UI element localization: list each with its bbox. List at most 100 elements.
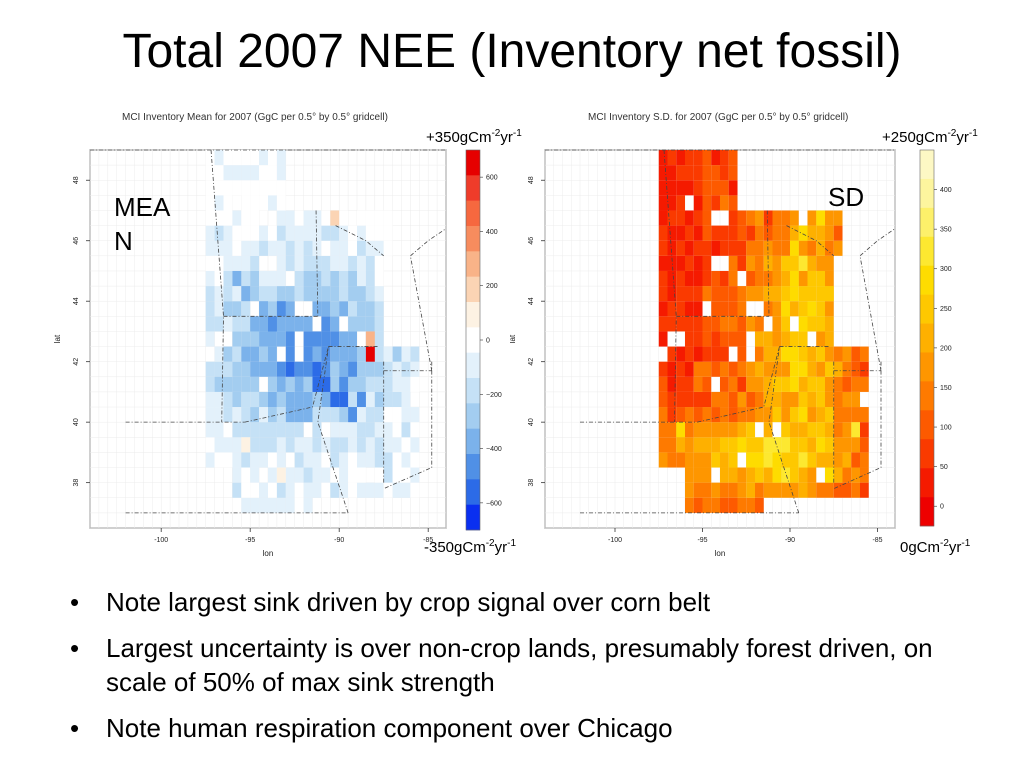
sd-field-cell bbox=[807, 437, 817, 453]
mean-field-cell bbox=[330, 422, 340, 438]
sd-field-cell bbox=[746, 482, 755, 498]
mean-field-cell bbox=[259, 165, 268, 181]
sd-field-cell bbox=[728, 407, 738, 423]
sd-field-cell bbox=[833, 452, 843, 468]
sd-field-cell bbox=[676, 316, 685, 332]
mean-field-cell bbox=[294, 407, 304, 423]
sd-field-cell bbox=[728, 391, 738, 408]
mean-field-cell bbox=[330, 346, 340, 362]
sd-field-cell bbox=[658, 240, 668, 256]
sd-field-cell bbox=[816, 316, 825, 332]
sd-field-cell bbox=[720, 391, 729, 408]
bullet-item: Note human respiration component over Ch… bbox=[70, 711, 1000, 745]
mean-field-cell bbox=[374, 331, 384, 347]
sd-field-cell bbox=[772, 270, 782, 287]
mean-field-cell bbox=[232, 497, 242, 513]
sd-field-cell bbox=[737, 407, 747, 423]
mean-field-cell bbox=[268, 497, 277, 513]
sd-y-tick-label: 38 bbox=[528, 479, 535, 487]
mean-field-cell bbox=[365, 301, 375, 317]
mean-field-cell bbox=[303, 407, 313, 423]
sd-field-cell bbox=[702, 225, 712, 241]
mean-field-cell bbox=[241, 361, 251, 377]
mean-field-cell bbox=[268, 286, 277, 302]
sd-field-cell bbox=[842, 361, 852, 377]
mean-field-cell bbox=[285, 301, 295, 317]
mean-field-cell bbox=[392, 376, 402, 392]
mean-field-cell bbox=[223, 452, 233, 468]
sd-field-cell bbox=[737, 286, 747, 302]
sd-field-cell bbox=[825, 331, 834, 347]
mean-field-cell bbox=[205, 165, 215, 181]
sd-field-cell bbox=[781, 346, 790, 362]
sd-field-cell bbox=[667, 286, 677, 302]
mean-colorbar-swatch bbox=[466, 276, 480, 303]
sd-field-cell bbox=[790, 286, 799, 302]
sd-field-cell bbox=[720, 150, 729, 166]
mean-field-cell bbox=[205, 452, 215, 468]
slide-title: Total 2007 NEE (Inventory net fossil) bbox=[122, 25, 902, 78]
sd-field-cell bbox=[851, 407, 860, 423]
mean-field-cell bbox=[348, 225, 357, 241]
mean-data-cell bbox=[259, 301, 268, 317]
sd-field-cell bbox=[685, 497, 694, 513]
sd-field-cell bbox=[833, 210, 843, 226]
mean-field-cell bbox=[268, 195, 277, 211]
mean-field-cell bbox=[392, 467, 402, 483]
sd-field-cell bbox=[685, 346, 694, 362]
sd-field-cell bbox=[860, 437, 869, 453]
mean-field-cell bbox=[321, 286, 331, 302]
mean-x-tick-label: -90 bbox=[334, 537, 344, 544]
sd-x-tick-label: -95 bbox=[697, 537, 707, 544]
sd-field-cell bbox=[702, 452, 712, 468]
mean-field-cell bbox=[303, 316, 313, 332]
mean-data-cells bbox=[214, 210, 375, 483]
mean-field-cell bbox=[348, 422, 357, 438]
mean-field-cell bbox=[294, 422, 304, 438]
sd-field-cell bbox=[711, 150, 720, 166]
mean-field-cell bbox=[410, 376, 420, 392]
sd-field-cell bbox=[667, 165, 677, 181]
sd-y-tick-label: 48 bbox=[528, 176, 535, 184]
sd-field-cell bbox=[693, 210, 703, 226]
sd-field-cell bbox=[807, 286, 817, 302]
mean-field-cell bbox=[205, 195, 215, 211]
sd-colorbar-swatch bbox=[920, 178, 934, 209]
sd-data-cell bbox=[676, 422, 685, 438]
mean-field-cell bbox=[250, 452, 260, 468]
mean-field-cell bbox=[250, 286, 260, 302]
mean-field-cell bbox=[268, 482, 277, 498]
sd-field-cell bbox=[702, 240, 712, 256]
sd-scale-top-label: +250gCm-2yr-1 bbox=[882, 128, 978, 146]
sd-field-cell bbox=[842, 437, 852, 453]
mean-data-cell bbox=[276, 467, 286, 483]
sd-field-cell bbox=[798, 437, 808, 453]
mean-data-cell bbox=[276, 301, 286, 317]
mean-field-cell bbox=[214, 210, 224, 226]
mean-field-cell bbox=[410, 452, 420, 468]
mean-colorbar-swatch bbox=[466, 251, 480, 277]
sd-field-cell bbox=[702, 195, 712, 211]
sd-colorbar-swatch bbox=[920, 381, 934, 411]
sd-field-cell bbox=[737, 316, 747, 332]
mean-field-cell bbox=[357, 437, 366, 453]
mean-field-cell bbox=[383, 452, 393, 468]
sd-field-cell bbox=[737, 467, 747, 483]
sd-colorbar-tick-label: 200 bbox=[940, 345, 952, 352]
mean-field-cell bbox=[232, 407, 242, 423]
sd-field-cell bbox=[737, 422, 747, 438]
mean-field-cell bbox=[285, 225, 295, 241]
mean-field-cell bbox=[259, 482, 268, 498]
sd-field-cell bbox=[702, 331, 712, 347]
sd-x-tick-label: -100 bbox=[608, 537, 622, 544]
sd-field-cell bbox=[720, 407, 729, 423]
mean-field-cell bbox=[321, 346, 331, 362]
sd-field-cell bbox=[781, 391, 790, 408]
mean-field-cell bbox=[374, 391, 384, 408]
sd-field-cell bbox=[781, 210, 790, 226]
mean-field-cell bbox=[339, 452, 349, 468]
sd-field-cell bbox=[816, 286, 825, 302]
sd-field-cell bbox=[685, 376, 694, 392]
mean-data-cell bbox=[348, 361, 357, 377]
mean-field-cell bbox=[276, 255, 286, 271]
